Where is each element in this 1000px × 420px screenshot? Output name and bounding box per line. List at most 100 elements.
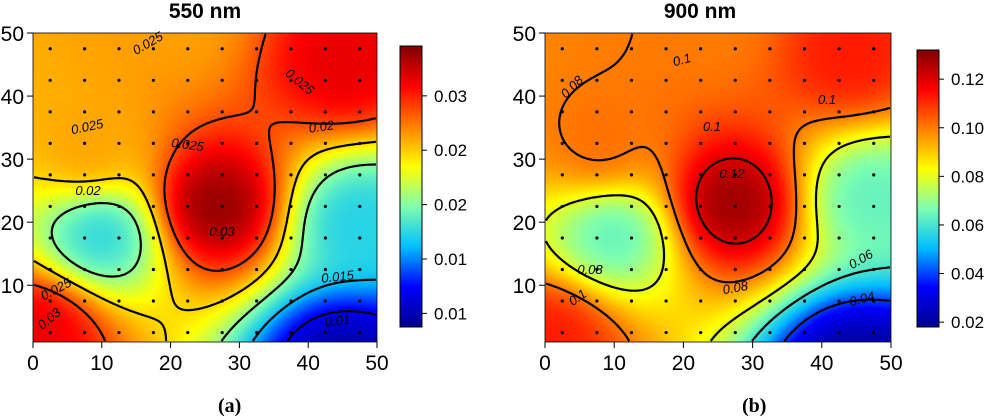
sample-point [186, 47, 190, 51]
contour-label: 0.12 [719, 166, 745, 181]
sample-point [872, 267, 876, 272]
sample-point [83, 330, 87, 335]
sample-point [186, 141, 190, 145]
sample-point [289, 299, 293, 303]
sample-point [837, 204, 841, 209]
sample-point [117, 141, 121, 145]
sample-point [323, 141, 327, 145]
sample-point [323, 330, 327, 335]
sample-point [186, 78, 190, 82]
sample-point [48, 267, 52, 272]
sample-point [255, 330, 259, 335]
sample-point [629, 110, 634, 114]
sample-point [289, 47, 293, 51]
sample-point [220, 141, 224, 145]
sample-point [595, 141, 599, 145]
sample-point [768, 236, 772, 240]
sample-point [802, 267, 807, 272]
sample-point [255, 141, 259, 145]
sample-point [837, 110, 841, 114]
sample-point [83, 236, 87, 240]
contour-label: 0.025 [170, 135, 205, 154]
x-tick-label: 0 [27, 352, 39, 375]
sample-point [699, 204, 703, 209]
x-tick-label: 40 [297, 352, 320, 375]
x-tick-label: 10 [603, 352, 626, 375]
sample-point [220, 267, 224, 272]
sample-point [323, 173, 327, 177]
sample-point [151, 78, 155, 82]
sample-point [117, 47, 121, 51]
sample-point [560, 299, 564, 303]
sample-point [48, 110, 52, 114]
y-tick-label: 40 [513, 86, 536, 109]
sample-point [117, 299, 121, 303]
contour-label: 0.01 [324, 312, 351, 330]
sample-point [83, 299, 87, 303]
sample-point [83, 110, 87, 114]
sample-point [837, 173, 841, 177]
sample-point [872, 47, 876, 51]
sample-point [733, 110, 737, 114]
contour-label: 0.02 [75, 183, 101, 198]
sample-point [151, 299, 155, 303]
sample-point [220, 173, 224, 177]
contour-line [286, 310, 377, 342]
sample-point [802, 47, 807, 51]
sample-point [802, 78, 807, 82]
sample-point [629, 173, 634, 177]
contour-line [33, 140, 377, 342]
x-tick-label: 20 [159, 352, 182, 375]
contour-label: 0.08 [721, 278, 749, 297]
contour-line [751, 266, 891, 342]
colorbar-tick-label: 0.02 [951, 313, 984, 332]
sample-point [768, 78, 772, 82]
sample-point [358, 141, 362, 145]
sample-point [289, 330, 293, 335]
sample-point [289, 78, 293, 82]
contour-line [251, 278, 376, 342]
sample-point [151, 236, 155, 240]
sample-point [560, 78, 564, 82]
y-tick-label: 40 [1, 86, 24, 109]
chart-title: 900 nm [663, 0, 737, 23]
sample-point [802, 299, 807, 303]
sample-point [186, 330, 190, 335]
y-tick-label: 20 [1, 212, 24, 235]
sample-point [289, 204, 293, 209]
sample-point [323, 110, 327, 114]
sample-point [768, 267, 772, 272]
sample-point [323, 236, 327, 240]
sample-point [699, 173, 703, 177]
sample-point [289, 236, 293, 240]
sample-point [768, 47, 772, 51]
panel-label: (a) [218, 395, 242, 417]
contour-chart-a: 0.0250.0250.0250.0250.020.020.030.0250.0… [1, 23, 467, 375]
x-tick-label: 40 [810, 352, 833, 375]
sample-point [664, 204, 668, 209]
sample-point [220, 204, 224, 209]
sample-point [289, 173, 293, 177]
sample-point [83, 141, 87, 145]
contour-line [50, 163, 376, 342]
sample-point [255, 204, 259, 209]
sample-point [83, 47, 87, 51]
colorbar [399, 45, 423, 328]
sample-point [733, 236, 737, 240]
panel-label: (b) [742, 395, 767, 417]
sample-point [595, 173, 599, 177]
contour-line [695, 157, 773, 245]
contour-label: 0.04 [848, 288, 876, 309]
y-tick-label: 20 [513, 212, 536, 235]
sample-point [186, 299, 190, 303]
sample-point [560, 47, 564, 51]
chart-panel-b: 900 nm 0.1 0.1 0.08 0.1 0.12 0.08 0.1 0.08 0.06 0… [500, 0, 1000, 420]
sample-point [117, 204, 121, 209]
sample-point [220, 78, 224, 82]
sample-point [664, 78, 668, 82]
colorbar [916, 49, 940, 328]
sample-point [83, 78, 87, 82]
sample-point [837, 330, 841, 335]
chart-panel-a: 550 nm 0.025 0.025 0.025 0.025 0.02 0.02 0.03 0… [1, 0, 467, 417]
sample-point [186, 173, 190, 177]
